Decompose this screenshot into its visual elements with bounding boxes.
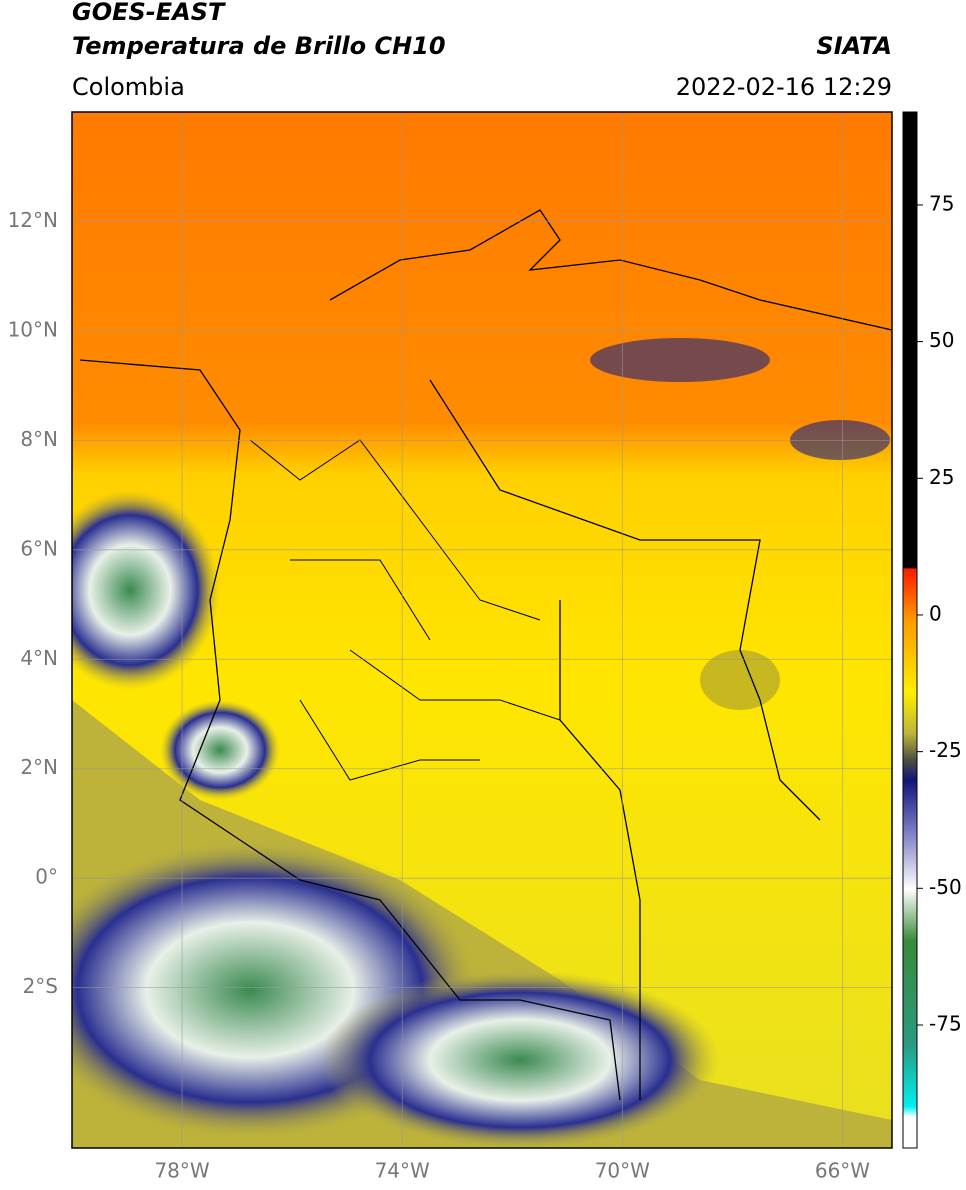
lat-tick-label: 2°N [20,755,58,779]
source: SIATA [816,32,892,60]
colorbar-tick-label: -75 [929,1011,962,1035]
lat-tick-label: 0° [35,865,58,889]
colorbar-tick-label: 75 [929,191,954,215]
lat-tick-label: 6°N [20,536,58,560]
lon-tick-label: 74°W [375,1159,430,1183]
colorbar-tick-label: 25 [929,465,954,489]
lon-tick-label: 78°W [154,1159,209,1183]
lon-tick-label: 66°W [815,1159,870,1183]
title: GOES-EAST [72,0,226,26]
map-image [72,112,892,1148]
colorbar-tick-label: 0 [929,601,942,625]
region: Colombia [72,73,185,101]
lat-tick-label: 8°N [20,427,58,451]
lat-tick-label: 2°S [23,974,58,998]
lat-tick-label: 12°N [8,208,58,232]
colorbar-tick-label: -50 [929,875,962,899]
colorbar-tick-label: -25 [929,738,962,762]
lon-tick-label: 70°W [595,1159,650,1183]
lat-tick-label: 4°N [20,646,58,670]
lat-tick-label: 10°N [8,317,58,341]
subtitle: Temperatura de Brillo CH10 [72,32,446,60]
grid [72,112,892,1148]
datetime: 2022-02-16 12:29 [676,73,892,101]
map-frame [71,111,893,1149]
colorbar-tick-label: 50 [929,328,954,352]
colorbar [902,111,918,1149]
